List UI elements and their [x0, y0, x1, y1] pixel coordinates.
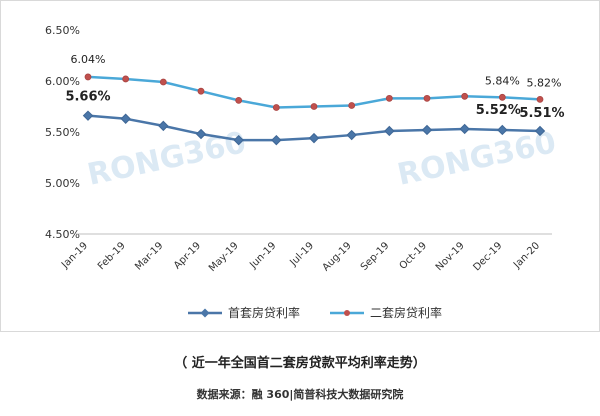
series-1-point	[84, 73, 92, 81]
x-tick-label: May-19	[207, 240, 241, 274]
series-0-point	[120, 113, 131, 124]
x-tick-label: Nov-19	[434, 240, 467, 273]
series-1-point	[348, 102, 356, 109]
x-tick-label: Jun-19	[247, 240, 278, 271]
series-0-point	[82, 110, 94, 121]
legend-marker-1	[344, 310, 350, 316]
series-1-point	[498, 93, 506, 101]
watermark-0: RONG360	[84, 125, 249, 193]
series-0-point	[308, 132, 320, 144]
series-0-point	[384, 125, 395, 137]
series-0-point	[233, 134, 244, 146]
series-1-point	[159, 78, 167, 86]
x-tick-label: Apr-19	[172, 240, 203, 271]
legend-label-0: 首套房贷利率	[228, 305, 300, 320]
series-0-point	[459, 123, 470, 135]
x-tick-label: Feb-19	[96, 240, 128, 272]
series-0-point	[534, 125, 546, 137]
data-label: 5.84%	[485, 74, 520, 87]
y-tick-label: 5.00%	[45, 177, 80, 190]
x-tick-label: Dec-19	[471, 240, 504, 273]
series-1-point	[235, 96, 243, 104]
series-0-point	[497, 124, 508, 136]
series-1-point	[122, 75, 130, 83]
x-tick-label: Jan-20	[511, 240, 542, 271]
y-tick-label: 5.50%	[45, 126, 80, 139]
series-line-1	[87, 75, 541, 109]
series-0-point	[195, 128, 207, 140]
series-0-point	[158, 120, 169, 132]
legend-label-1: 二套房贷利率	[370, 305, 442, 320]
series-1-point	[461, 92, 469, 100]
data-label: 6.04%	[71, 53, 106, 66]
y-tick-label: 6.00%	[45, 75, 80, 88]
line-chart: RONG360 RONG360 4.50% 5.00% 5.50% 6.00% 6.50% J…	[45, 24, 565, 320]
data-source-note: 数据来源：融 360|简普科技大数据研究院	[196, 388, 404, 401]
series-1-point	[536, 95, 544, 103]
y-tick-label: 6.50%	[45, 24, 80, 37]
x-tick-label: Jul-19	[288, 240, 317, 269]
series-0-point	[346, 129, 357, 141]
x-tick-label: Jan-19	[59, 240, 90, 271]
series-1-point	[310, 103, 318, 110]
y-tick-label: 4.50%	[45, 228, 80, 241]
series-0-point	[421, 124, 433, 136]
series-1-point	[272, 104, 280, 111]
series-1-point	[385, 94, 393, 102]
watermark-1: RONG360	[394, 125, 559, 193]
series-1-point	[197, 87, 205, 95]
data-label: 5.66%	[65, 90, 110, 105]
x-tick-label: Oct-19	[398, 240, 430, 272]
chart-frame	[0, 0, 600, 332]
x-tick-label: Aug-19	[321, 240, 354, 273]
data-label: 5.51%	[519, 106, 564, 121]
legend-marker-0	[200, 308, 210, 318]
data-label: 5.52%	[476, 103, 521, 118]
series-1-point	[423, 94, 431, 102]
x-tick-label: Sep-19	[359, 240, 392, 273]
x-tick-label: Mar-19	[133, 240, 165, 272]
chart-caption: （ 近一年全国首二套房贷款平均利率走势）	[174, 356, 426, 371]
series-0-point	[271, 134, 282, 146]
data-label: 5.82%	[527, 76, 562, 89]
